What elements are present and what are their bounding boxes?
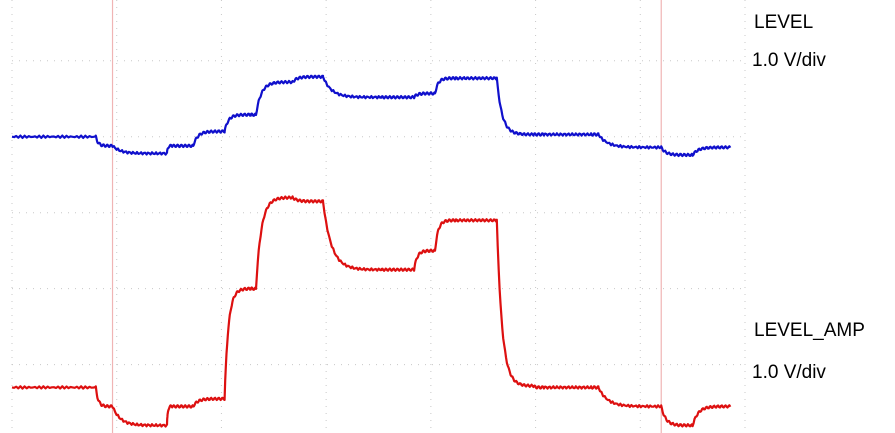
series-scale-level: 1.0 V/div: [752, 50, 826, 71]
trace-level: [11, 74, 732, 158]
traces: [11, 74, 732, 428]
grid: [11, 0, 746, 433]
series-scale-level-amp: 1.0 V/div: [752, 362, 826, 383]
trace-level-amp: [11, 195, 732, 428]
series-label-level: LEVEL: [754, 12, 814, 33]
cursor-markers: [111, 0, 662, 433]
series-label-level-amp: LEVEL_AMP: [754, 320, 865, 341]
